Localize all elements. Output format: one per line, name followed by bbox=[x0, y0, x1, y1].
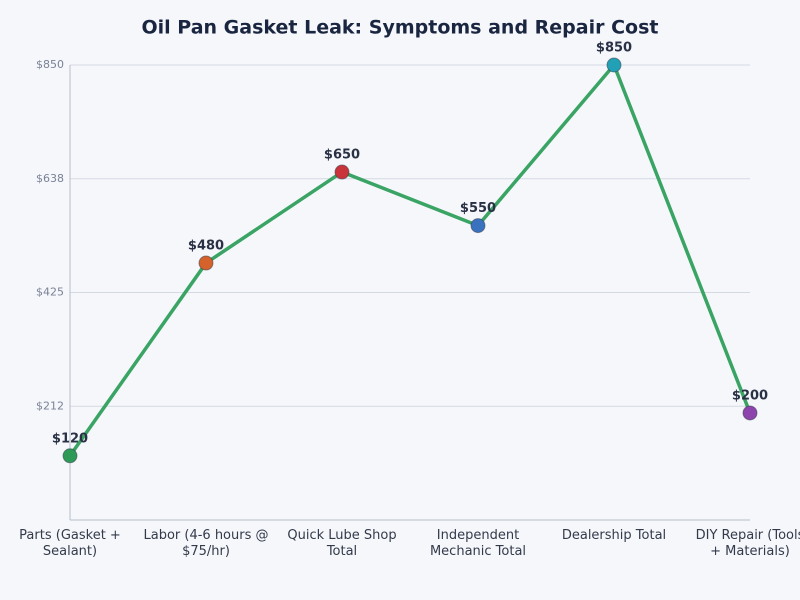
value-label: $200 bbox=[732, 388, 768, 403]
y-tick-label: $850 bbox=[36, 58, 64, 71]
point bbox=[606, 57, 622, 73]
point bbox=[470, 218, 486, 234]
y-tick-label: $638 bbox=[36, 172, 64, 185]
value-label: $850 bbox=[596, 41, 632, 56]
value-label: $120 bbox=[52, 431, 88, 446]
x-tick-label: Independent Mechanic Total bbox=[430, 528, 526, 559]
point bbox=[198, 255, 214, 271]
chart-title: Oil Pan Gasket Leak: Symptoms and Repair… bbox=[142, 17, 659, 39]
value-label: $650 bbox=[324, 148, 360, 163]
x-tick-label: Quick Lube Shop Total bbox=[287, 528, 396, 559]
value-label: $550 bbox=[460, 201, 496, 216]
x-tick-label: Dealership Total bbox=[562, 528, 666, 543]
point bbox=[334, 164, 350, 180]
value-label: $480 bbox=[188, 239, 224, 254]
point bbox=[742, 405, 758, 421]
point bbox=[62, 448, 78, 464]
line bbox=[68, 63, 752, 457]
x-tick-label: Parts (Gasket + Sealant) bbox=[19, 528, 121, 559]
y-tick-label: $425 bbox=[36, 286, 64, 299]
y-tick-label: $212 bbox=[36, 399, 64, 412]
x-tick-label: Labor (4-6 hours @ $75/hr) bbox=[143, 528, 268, 559]
x-tick-label: DIY Repair (Tools + Materials) bbox=[696, 528, 800, 559]
